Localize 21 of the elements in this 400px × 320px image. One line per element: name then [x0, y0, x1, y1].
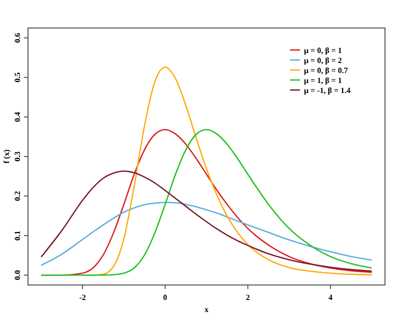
y-tick-label: 0.0: [13, 270, 22, 280]
legend-label: μ = 1, β = 1: [304, 76, 342, 85]
y-tick-label: 0.6: [13, 32, 22, 43]
y-tick-label: 0.1: [13, 230, 22, 241]
legend-label: μ = 0, β = 0.7: [304, 66, 348, 75]
x-tick-label: -2: [79, 293, 86, 302]
legend-label: μ = 0, β = 1: [304, 46, 342, 55]
x-tick-label: 0: [163, 293, 168, 302]
line-series: [40, 170, 372, 272]
x-tick-label: 4: [328, 293, 332, 302]
legend-label: μ = -1, β = 1.4: [304, 86, 351, 95]
y-axis-title: f (x): [2, 149, 11, 164]
y-tick-label: 0.3: [13, 152, 22, 162]
line-series: [40, 128, 372, 276]
x-tick-label: 2: [246, 293, 250, 302]
y-tick-label: 0.4: [13, 112, 22, 122]
legend-label: μ = 0, β = 2: [304, 56, 342, 65]
line-series: [40, 202, 372, 266]
y-tick-label: 0.2: [13, 191, 22, 202]
x-axis-title: x: [204, 305, 208, 314]
y-tick-label: 0.5: [13, 72, 22, 82]
